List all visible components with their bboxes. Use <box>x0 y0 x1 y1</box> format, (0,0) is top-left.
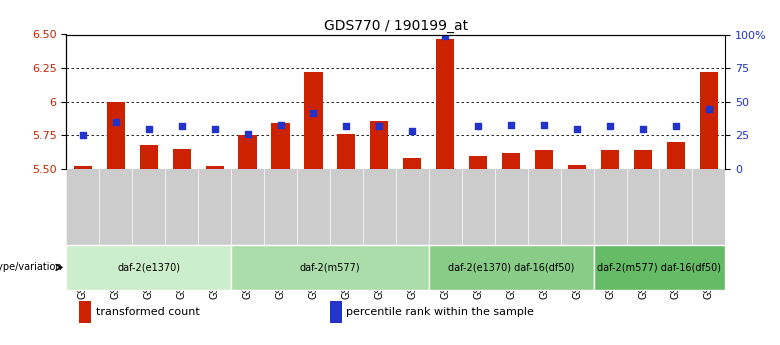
Point <box>406 129 419 134</box>
Bar <box>304 72 322 169</box>
Bar <box>429 245 594 290</box>
Point <box>176 123 188 129</box>
Bar <box>470 156 488 169</box>
Bar <box>66 245 231 290</box>
Text: transformed count: transformed count <box>96 307 200 317</box>
Bar <box>403 158 421 169</box>
Point <box>703 106 715 111</box>
Bar <box>535 150 553 169</box>
Text: daf-2(e1370): daf-2(e1370) <box>117 263 180 272</box>
Point <box>538 122 551 127</box>
Bar <box>667 142 685 169</box>
Point <box>76 133 89 138</box>
Point <box>275 122 287 127</box>
Point <box>241 131 254 137</box>
Title: GDS770 / 190199_at: GDS770 / 190199_at <box>324 19 468 33</box>
Bar <box>594 245 725 290</box>
Point <box>604 123 616 129</box>
Bar <box>330 301 342 324</box>
Point <box>340 123 353 129</box>
Bar <box>231 245 429 290</box>
Point <box>636 126 649 131</box>
Bar <box>239 135 257 169</box>
Bar <box>568 165 586 169</box>
Bar <box>502 153 520 169</box>
Bar <box>74 166 92 169</box>
Bar <box>436 39 454 169</box>
Bar <box>370 121 388 169</box>
Bar <box>107 102 125 169</box>
Text: daf-2(m577): daf-2(m577) <box>300 263 360 272</box>
Point <box>208 126 221 131</box>
Point <box>505 122 517 127</box>
Text: daf-2(m577) daf-16(df50): daf-2(m577) daf-16(df50) <box>597 263 722 272</box>
Bar <box>172 149 190 169</box>
Text: genotype/variation: genotype/variation <box>0 263 62 272</box>
Point <box>143 126 155 131</box>
Point <box>670 123 682 129</box>
Text: daf-2(e1370) daf-16(df50): daf-2(e1370) daf-16(df50) <box>448 263 574 272</box>
Bar <box>700 72 718 169</box>
Point <box>571 126 583 131</box>
Point <box>472 123 484 129</box>
Bar <box>601 150 619 169</box>
Bar <box>206 166 224 169</box>
Bar <box>271 123 289 169</box>
Text: percentile rank within the sample: percentile rank within the sample <box>346 307 534 317</box>
Bar <box>80 301 91 324</box>
Point <box>307 110 320 115</box>
Point <box>439 33 452 39</box>
Bar <box>634 150 652 169</box>
Point <box>109 119 122 125</box>
Point <box>373 123 385 129</box>
Bar <box>140 145 158 169</box>
Bar <box>338 134 356 169</box>
